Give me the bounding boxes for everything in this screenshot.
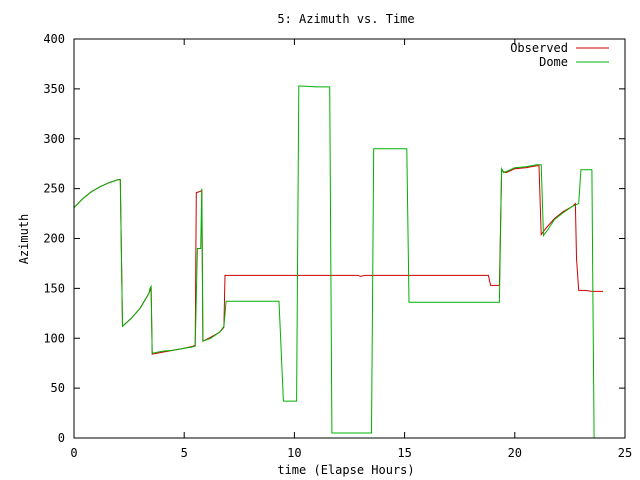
y-tick-label: 200 — [43, 232, 65, 246]
x-tick-label: 25 — [618, 446, 632, 460]
x-tick-label: 20 — [508, 446, 522, 460]
chart-title: 5: Azimuth vs. Time — [277, 12, 414, 26]
y-tick-label: 50 — [51, 381, 65, 395]
x-tick-label: 15 — [397, 446, 411, 460]
plot-frame — [73, 38, 626, 439]
y-axis-label: Azimuth — [17, 214, 31, 265]
x-tick-label: 5 — [181, 446, 188, 460]
y-tick-label: 250 — [43, 182, 65, 196]
y-tick-label: 0 — [58, 431, 65, 445]
y-tick-label: 100 — [43, 331, 65, 345]
y-tick-label: 350 — [43, 82, 65, 96]
y-tick-label: 400 — [43, 32, 65, 46]
legend-label-dome: Dome — [539, 55, 568, 69]
series-layer — [73, 85, 603, 439]
y-tick-label: 300 — [43, 132, 65, 146]
series-line-dome — [73, 85, 595, 439]
x-tick-label: 10 — [287, 446, 301, 460]
legend-label-observed: Observed — [510, 41, 568, 55]
y-tick-label: 150 — [43, 281, 65, 295]
x-tick-label: 0 — [70, 446, 77, 460]
x-axis-label: time (Elapse Hours) — [277, 463, 414, 477]
